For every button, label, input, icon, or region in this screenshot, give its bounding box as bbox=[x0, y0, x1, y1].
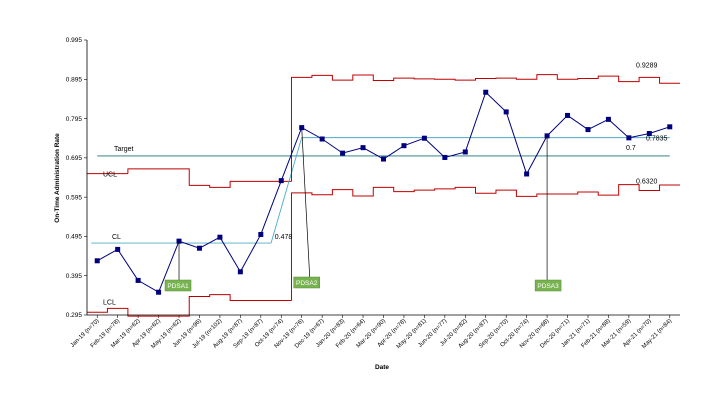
y-tick-label: 0.395 bbox=[66, 273, 83, 280]
data-point bbox=[381, 156, 386, 162]
y-tick-label: 0.895 bbox=[66, 76, 83, 83]
data-point bbox=[278, 178, 284, 184]
lcl-value-label: 0.6320 bbox=[636, 178, 658, 185]
y-tick-label: 0.995 bbox=[66, 37, 83, 44]
chart-labels: Target UCL CL LCL 0.478 0.7 0.9289 0.6320 0.7835 bbox=[103, 63, 668, 307]
data-point bbox=[605, 116, 611, 122]
data-point bbox=[565, 112, 571, 118]
lcl-label: LCL bbox=[103, 299, 116, 306]
data-point bbox=[135, 277, 141, 283]
y-tick-label: 0.295 bbox=[66, 312, 83, 319]
data-point bbox=[626, 135, 632, 141]
axes bbox=[86, 40, 680, 316]
lcl-line bbox=[87, 294, 292, 317]
data-point bbox=[524, 171, 530, 177]
ucl-line bbox=[127, 168, 292, 188]
data-point bbox=[237, 269, 243, 275]
lcl-line bbox=[290, 184, 680, 301]
data-point bbox=[421, 135, 427, 141]
data-point bbox=[340, 150, 346, 156]
target-value-label: 0.7 bbox=[626, 145, 636, 152]
pdsa-annotations: PDSA1 PDSA2 PDSA3 bbox=[164, 127, 562, 292]
data-point bbox=[483, 89, 489, 95]
data-point bbox=[94, 258, 100, 264]
pdsa-leader-line bbox=[301, 127, 311, 278]
cl-value-label: 0.478 bbox=[275, 234, 293, 241]
data-point bbox=[258, 231, 264, 237]
pdsa-box bbox=[534, 279, 562, 292]
y-tick-label: 0.595 bbox=[66, 194, 83, 201]
data-point bbox=[115, 246, 121, 252]
pdsa-label: PDSA1 bbox=[167, 283, 189, 290]
y-tick-label: 0.495 bbox=[66, 234, 83, 241]
y-tick-label: 0.795 bbox=[66, 116, 83, 123]
ucl-line bbox=[290, 74, 680, 182]
y-axis-title: On-Time Administration Rate bbox=[54, 133, 61, 223]
pdsa-box bbox=[164, 279, 192, 292]
target-label: Target bbox=[114, 146, 134, 153]
data-point bbox=[585, 127, 591, 133]
ucl-label: UCL bbox=[103, 172, 117, 179]
data-point bbox=[462, 149, 468, 155]
pdsa-box bbox=[293, 276, 320, 289]
control-lines bbox=[87, 74, 680, 317]
data-point bbox=[319, 136, 325, 142]
pdsa-label: PDSA2 bbox=[296, 280, 318, 287]
data-point bbox=[196, 245, 202, 251]
x-axis-ticks: Jan-19 (n=70)Feb-19 (n=78)Mar-19 (n=62)A… bbox=[70, 315, 673, 350]
data-point bbox=[667, 124, 673, 130]
data-series bbox=[94, 89, 673, 295]
data-point bbox=[442, 154, 448, 160]
ucl-value-label: 0.9289 bbox=[636, 63, 658, 70]
pdsa-label: PDSA3 bbox=[537, 283, 559, 290]
data-point bbox=[503, 109, 509, 115]
y-tick-label: 0.695 bbox=[66, 155, 83, 162]
cl-label: CL bbox=[112, 234, 121, 241]
data-point bbox=[646, 131, 652, 136]
x-axis-title: Date bbox=[375, 364, 389, 371]
data-point bbox=[360, 145, 366, 151]
y-axis-ticks: 0.995 0.895 0.795 0.695 0.595 0.495 0.395 0.295 bbox=[66, 37, 87, 319]
data-point bbox=[401, 143, 407, 149]
center-line bbox=[270, 137, 303, 244]
data-point bbox=[217, 234, 223, 240]
cl2-value-label: 0.7835 bbox=[646, 136, 668, 143]
data-point bbox=[156, 289, 162, 295]
